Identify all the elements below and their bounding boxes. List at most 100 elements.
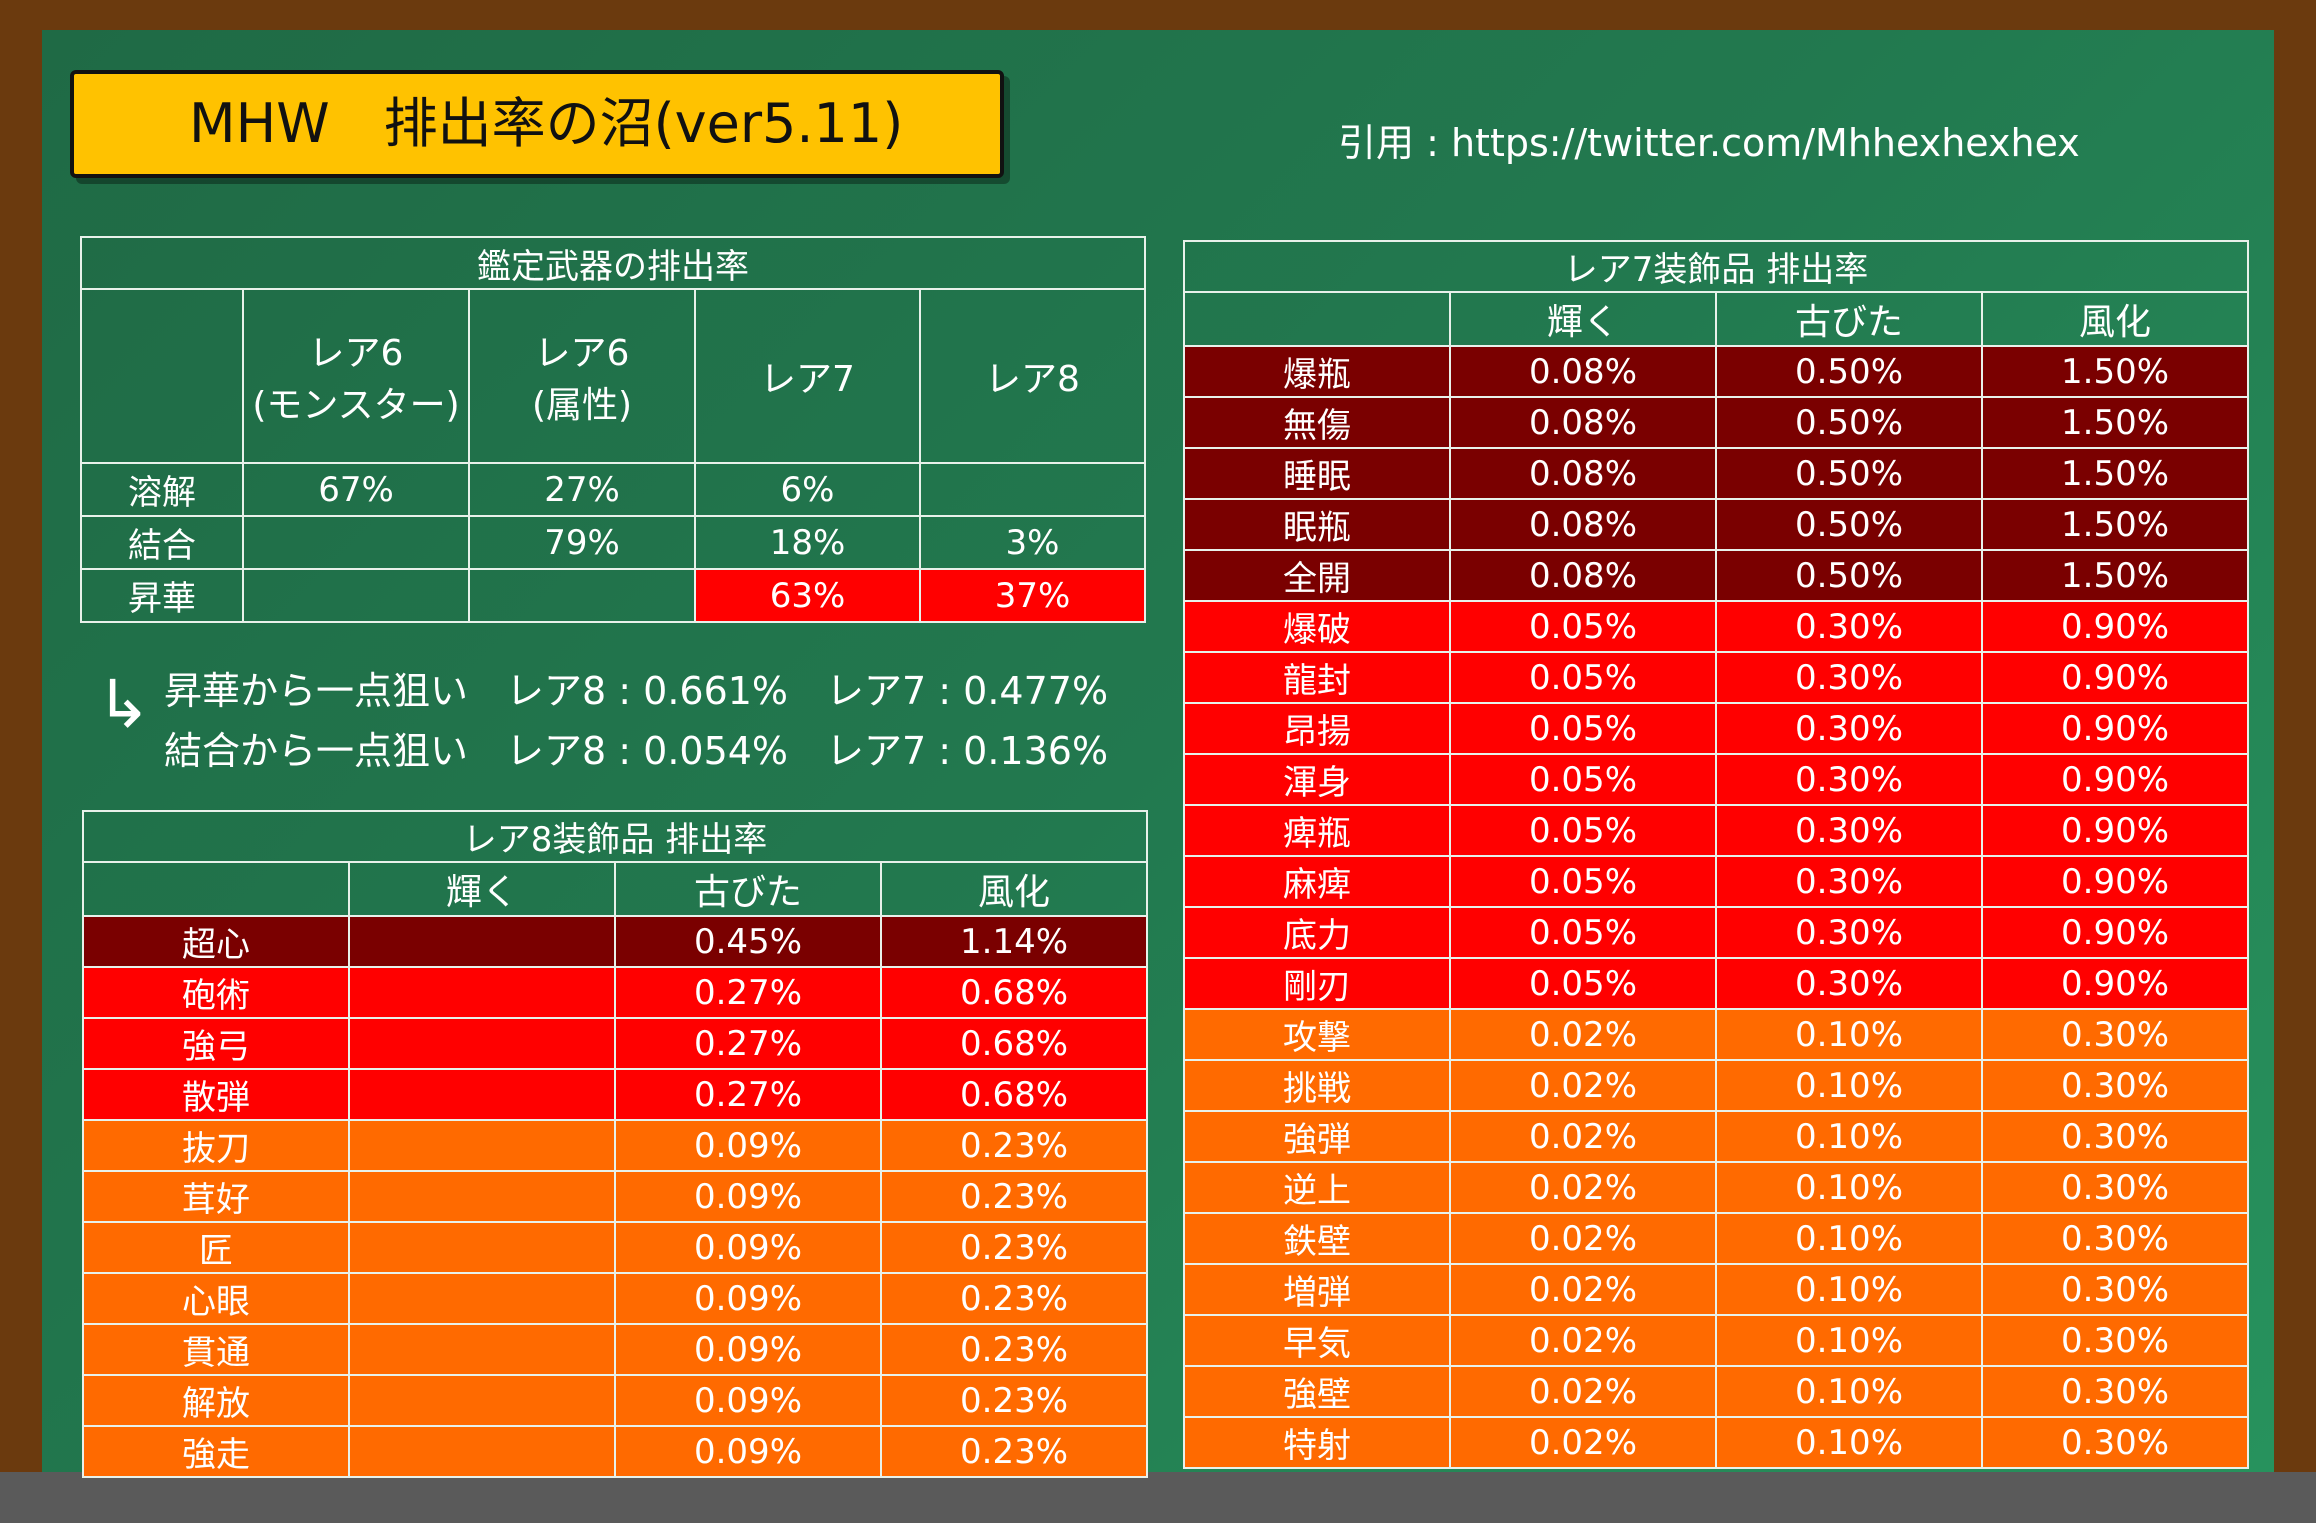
row-label: 痺瓶 — [1183, 804, 1451, 857]
citation-text: 引用 : https://twitter.com/Mhhexhexhex — [1338, 121, 2080, 165]
bottom-bar — [0, 1472, 2316, 1523]
rate-cell: 0.09% — [614, 1425, 882, 1478]
column-header: レア6 (属性) — [468, 288, 696, 464]
table-caption: 鑑定武器の排出率 — [79, 236, 1147, 290]
rate-cell: 6% — [694, 462, 921, 517]
column-header: レア6 (モンスター) — [242, 288, 470, 464]
table-row: 睡眠 0.08% 0.50% 1.50% — [1183, 447, 2250, 500]
table-row: 超心 0.45% 1.14% — [82, 915, 1149, 968]
table-caption: レア7装飾品 排出率 — [1182, 240, 2250, 293]
row-label: 爆瓶 — [1183, 345, 1451, 398]
rate-cell: 0.23% — [879, 1119, 1149, 1172]
rate-cell: 0.50% — [1715, 447, 1983, 500]
row-label: 全開 — [1183, 549, 1451, 602]
rate-cell: 0.90% — [1980, 651, 2250, 704]
row-label: 強壁 — [1183, 1365, 1451, 1418]
row-label: 貫通 — [82, 1323, 350, 1376]
rate-cell: 0.23% — [879, 1323, 1149, 1376]
table-row: 爆破 0.05% 0.30% 0.90% — [1183, 600, 2250, 653]
table-row: 逆上 0.02% 0.10% 0.30% — [1183, 1161, 2250, 1214]
table-row: 麻痺 0.05% 0.30% 0.90% — [1183, 855, 2250, 908]
rate-cell: 0.05% — [1449, 651, 1717, 704]
row-label: 茸好 — [82, 1170, 350, 1223]
note-line: 昇華から一点狙い レア8 : 0.661% レア7 : 0.477% — [164, 669, 1109, 713]
row-label: 逆上 — [1183, 1161, 1451, 1214]
rate-cell: 0.10% — [1715, 1212, 1983, 1265]
row-label: 特射 — [1183, 1416, 1451, 1469]
rate-cell: 0.05% — [1449, 702, 1717, 755]
column-header: 輝く — [348, 861, 616, 917]
rate-cell: 0.10% — [1715, 1110, 1983, 1163]
row-label: 強弾 — [1183, 1110, 1451, 1163]
table-row: 爆瓶 0.08% 0.50% 1.50% — [1183, 345, 2250, 398]
row-label: 底力 — [1183, 906, 1451, 959]
rate-cell: 79% — [468, 515, 696, 570]
rate-cell — [348, 1374, 616, 1427]
rate-cell: 0.27% — [614, 1017, 882, 1070]
rate-cell: 0.09% — [614, 1374, 882, 1427]
table-row: 渾身 0.05% 0.30% 0.90% — [1183, 753, 2250, 806]
table-row: 無傷 0.08% 0.50% 1.50% — [1183, 396, 2250, 449]
rate-cell: 67% — [242, 462, 470, 517]
table-row: 溶解 67% 27% 6% — [80, 462, 1147, 517]
rate-cell: 0.27% — [614, 966, 882, 1019]
table-row: 匠 0.09% 0.23% — [82, 1221, 1149, 1274]
table-row: 鉄壁 0.02% 0.10% 0.30% — [1183, 1212, 2250, 1265]
rate-cell: 0.05% — [1449, 600, 1717, 653]
rate-cell: 0.68% — [879, 1017, 1149, 1070]
rate-cell: 0.50% — [1715, 345, 1983, 398]
row-label: 挑戦 — [1183, 1059, 1451, 1112]
rate-cell: 1.50% — [1980, 498, 2250, 551]
rate-cell: 0.02% — [1449, 1110, 1717, 1163]
rare8-decoration-table: レア8装飾品 排出率 輝く 古びた 風化 超心 0.45% 1.14% 砲術 0.27%… — [81, 810, 1149, 1478]
rate-cell: 0.08% — [1449, 396, 1717, 449]
table-row: 結合 79% 18% 3% — [80, 515, 1147, 570]
table-row: 全開 0.08% 0.50% 1.50% — [1183, 549, 2250, 602]
rate-cell: 0.30% — [1715, 855, 1983, 908]
rate-cell: 0.30% — [1715, 600, 1983, 653]
row-label: 睡眠 — [1183, 447, 1451, 500]
rate-cell — [348, 915, 616, 968]
rate-cell: 0.27% — [614, 1068, 882, 1121]
row-label: 昂揚 — [1183, 702, 1451, 755]
table-caption: レア8装飾品 排出率 — [81, 810, 1149, 863]
table-row: 強弾 0.02% 0.10% 0.30% — [1183, 1110, 2250, 1163]
corner-cell — [80, 288, 244, 464]
rate-cell: 0.10% — [1715, 1365, 1983, 1418]
rate-cell — [242, 568, 470, 623]
row-label: 砲術 — [82, 966, 350, 1019]
row-label: 増弾 — [1183, 1263, 1451, 1316]
rate-cell: 0.09% — [614, 1221, 882, 1274]
rate-cell: 0.10% — [1715, 1059, 1983, 1112]
rate-cell: 0.30% — [1715, 702, 1983, 755]
rate-cell — [348, 1170, 616, 1223]
rate-cell — [348, 1272, 616, 1325]
table-row: 解放 0.09% 0.23% — [82, 1374, 1149, 1427]
rate-cell: 0.30% — [1980, 1263, 2250, 1316]
rate-cell: 0.45% — [614, 915, 882, 968]
rate-cell: 0.10% — [1715, 1161, 1983, 1214]
rate-cell: 1.50% — [1980, 396, 2250, 449]
row-label: 強走 — [82, 1425, 350, 1478]
column-header: 古びた — [1715, 291, 1983, 347]
row-label: 龍封 — [1183, 651, 1451, 704]
table-row: 眠瓶 0.08% 0.50% 1.50% — [1183, 498, 2250, 551]
row-label: 早気 — [1183, 1314, 1451, 1367]
rate-cell — [348, 1119, 616, 1172]
rate-cell: 18% — [694, 515, 921, 570]
table-row: 散弾 0.27% 0.68% — [82, 1068, 1149, 1121]
table-row: 強壁 0.02% 0.10% 0.30% — [1183, 1365, 2250, 1418]
rate-cell: 0.50% — [1715, 498, 1983, 551]
rate-cell: 3% — [918, 515, 1147, 570]
rate-cell: 0.08% — [1449, 549, 1717, 602]
rate-cell: 0.09% — [614, 1170, 882, 1223]
rate-cell: 1.50% — [1980, 447, 2250, 500]
row-label: 心眼 — [82, 1272, 350, 1325]
rate-cell — [348, 966, 616, 1019]
table-row: 早気 0.02% 0.10% 0.30% — [1183, 1314, 2250, 1367]
rate-cell — [348, 1017, 616, 1070]
rate-cell: 0.05% — [1449, 855, 1717, 908]
rate-cell — [242, 515, 470, 570]
rate-cell: 0.30% — [1715, 753, 1983, 806]
row-label: 鉄壁 — [1183, 1212, 1451, 1265]
